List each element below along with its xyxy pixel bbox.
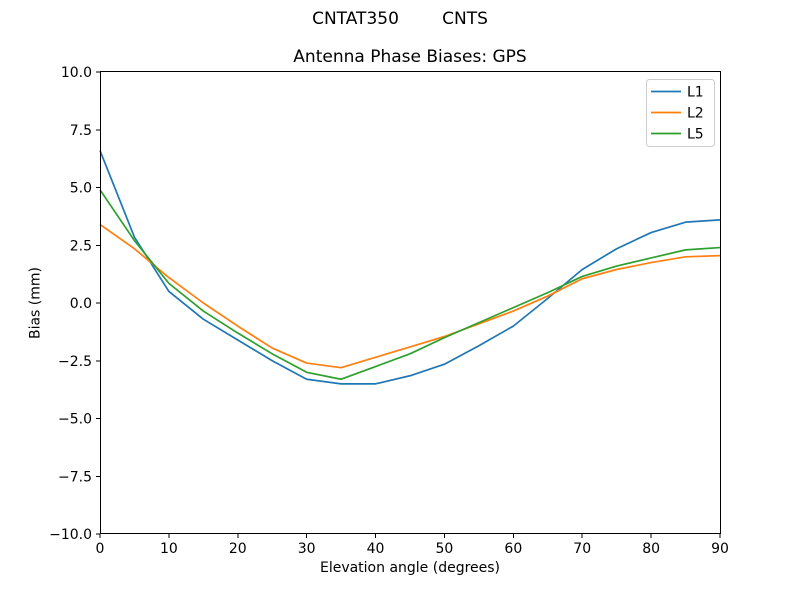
- y-tick-label: −10.0: [49, 527, 92, 543]
- x-tick-label: 90: [711, 541, 729, 557]
- axes-frame: [100, 71, 721, 534]
- x-tick-label: 70: [573, 541, 591, 557]
- y-tick-label: 2.5: [70, 238, 92, 254]
- y-tick-label: −7.5: [58, 469, 92, 485]
- x-tick-label: 20: [229, 541, 247, 557]
- x-tick-label: 50: [436, 541, 454, 557]
- y-tick-label: −5.0: [58, 412, 92, 428]
- x-tick-label: 60: [504, 541, 522, 557]
- y-tick-label: −2.5: [58, 354, 92, 370]
- y-tick-label: 10.0: [61, 65, 92, 81]
- x-tick-label: 10: [160, 541, 178, 557]
- y-axis-label: Bias (mm): [27, 266, 44, 340]
- x-tick-label: 0: [96, 541, 105, 557]
- figure-suptitle: CNTAT350 CNTS: [312, 9, 488, 29]
- x-tick-label: 40: [367, 541, 385, 557]
- x-tick-label: 80: [642, 541, 660, 557]
- x-axis-label: Elevation angle (degrees): [319, 560, 501, 576]
- axes-title: Antenna Phase Biases: GPS: [293, 47, 527, 67]
- x-tick-label: 30: [298, 541, 316, 557]
- series-line-l5: [99, 189, 721, 381]
- legend-label-l2: L2: [687, 106, 704, 122]
- legend-label-l1: L1: [687, 85, 704, 101]
- y-tick-label: 7.5: [70, 123, 92, 139]
- legend-label-l5: L5: [687, 127, 704, 143]
- y-tick-label: 5.0: [70, 181, 92, 197]
- series-line-l2: [99, 223, 721, 369]
- y-tick-label: 0.0: [70, 296, 92, 312]
- series-line-l1: [99, 150, 721, 385]
